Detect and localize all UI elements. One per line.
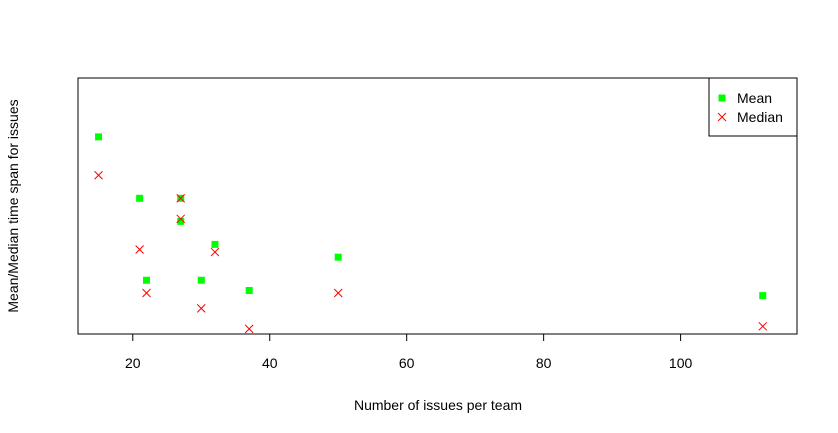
median-point	[333, 288, 343, 298]
legend: Mean Median	[708, 77, 798, 137]
mean-point	[334, 253, 342, 261]
mean-point	[759, 292, 767, 300]
y-axis-label: Mean/Median time span for issues	[5, 99, 21, 312]
median-point	[210, 247, 220, 257]
mean-point	[95, 133, 103, 141]
legend-marker-mean	[718, 94, 726, 102]
legend-label-median: Median	[737, 109, 783, 125]
mean-point	[245, 286, 253, 294]
x-tick-label: 80	[536, 355, 552, 371]
median-point	[244, 324, 254, 334]
median-point	[176, 193, 186, 203]
x-axis-label: Number of issues per team	[354, 397, 522, 413]
median-point	[196, 304, 206, 313]
legend-box	[708, 77, 798, 137]
x-tick-label: 100	[669, 355, 693, 371]
x-tick-label: 60	[399, 355, 415, 371]
plot-frame	[77, 77, 798, 335]
x-tick-label: 20	[125, 355, 141, 371]
x-tick-label: 40	[262, 355, 278, 371]
mean-point	[211, 240, 219, 248]
legend-marker-median	[717, 112, 727, 122]
median-point	[94, 170, 103, 180]
mean-point	[177, 217, 185, 225]
mean-point	[142, 276, 150, 284]
median-point	[758, 321, 768, 331]
x-axis: 20 40 60 80 100	[125, 334, 692, 371]
median-point	[142, 288, 151, 298]
median-point	[135, 245, 144, 254]
data-points	[94, 133, 768, 334]
mean-point	[197, 276, 205, 284]
legend-label-mean: Mean	[737, 90, 772, 106]
mean-point	[136, 194, 144, 202]
median-point	[176, 214, 186, 224]
